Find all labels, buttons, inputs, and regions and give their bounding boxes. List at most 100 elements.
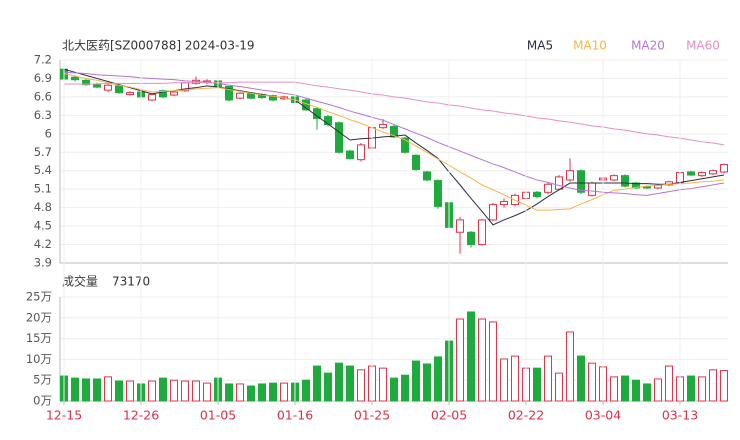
volume-bar [346, 365, 354, 402]
volume-bar [533, 367, 541, 402]
candle-body [225, 85, 233, 101]
x-tick-label: 01-16 [277, 408, 313, 423]
volume-bar [412, 360, 420, 402]
volume-bar [269, 382, 277, 402]
volume-bar [401, 374, 409, 402]
y-tick-label: 5.1 [34, 182, 52, 196]
candle-body [478, 219, 486, 246]
candle-body [577, 170, 585, 193]
volume-bar [709, 369, 717, 402]
x-tick-label: 03-04 [585, 408, 621, 423]
candle-body [104, 84, 112, 91]
x-tick-label: 01-25 [354, 408, 390, 423]
candle-body [313, 108, 321, 119]
chart-title: 北大医药[SZ000788] 2024-03-19 [62, 39, 255, 53]
y-tick-label: 3.9 [34, 256, 52, 270]
volume-bar [654, 378, 662, 402]
volume-bar [280, 382, 288, 402]
y-tick-label: 4.8 [34, 200, 52, 214]
candle-body [588, 182, 596, 196]
candle-body [71, 76, 79, 81]
volume-bar [500, 358, 508, 402]
volume-bar [379, 367, 387, 402]
candle-body [643, 186, 651, 189]
candle-body [698, 172, 706, 177]
volume-bar [577, 355, 585, 402]
legend-label: MA60 [686, 39, 720, 53]
candle-body [500, 200, 508, 206]
candle-body [357, 144, 365, 161]
ma-line [63, 71, 725, 196]
candle-body [412, 154, 420, 170]
candle-body [423, 171, 431, 181]
volume-bar [478, 318, 486, 402]
ma-line [63, 73, 725, 211]
candle-body [115, 85, 123, 94]
volume-last: 73170 [112, 275, 150, 289]
volume-bar [225, 383, 233, 402]
volume-bar [192, 380, 200, 402]
volume-bar [632, 379, 640, 402]
volume-bar [434, 356, 442, 402]
volume-bar [324, 372, 332, 402]
candle-body [632, 182, 640, 189]
candle-body [236, 92, 244, 99]
x-tick-label: 01-05 [200, 408, 236, 423]
volume-bar [357, 369, 365, 402]
volume-bar [203, 382, 211, 402]
candle-body [489, 204, 497, 221]
volume-bar [555, 372, 563, 402]
candle-body [610, 175, 618, 181]
y-tick-label: 6.9 [34, 71, 52, 85]
candle-body [159, 90, 167, 98]
x-tick-label: 12-15 [46, 408, 82, 423]
y-tick-label: 4.5 [34, 219, 52, 233]
volume-bar [621, 375, 629, 402]
candle-body [709, 170, 717, 175]
volume-bar [236, 383, 244, 402]
candle-body [170, 91, 178, 96]
volume-bar [665, 365, 673, 402]
candle-body [401, 137, 409, 153]
volume-bar [313, 365, 321, 402]
volume-bar [93, 378, 101, 402]
volume-bar [489, 321, 497, 402]
candle-body [335, 122, 343, 153]
candle-body [434, 180, 442, 207]
candle-body [379, 124, 387, 129]
x-tick-label: 02-05 [431, 408, 467, 423]
volume-bar [687, 375, 695, 402]
volume-title: 成交量 [62, 274, 98, 289]
legend-label: MA10 [573, 39, 607, 53]
volume-bar [610, 376, 618, 402]
x-tick-label: 12-26 [123, 408, 159, 423]
x-tick-label: 03-13 [662, 408, 698, 423]
volume-bar [148, 380, 156, 402]
volume-bar [720, 370, 728, 402]
volume-bar [698, 376, 706, 402]
volume-bar [104, 376, 112, 402]
candle-body [126, 92, 134, 95]
volume-bar [456, 318, 464, 402]
candle-body [346, 150, 354, 159]
volume-bar [511, 355, 519, 402]
volume-bar [390, 377, 398, 402]
candle-body [467, 231, 475, 246]
volume-bar [126, 380, 134, 402]
candle-body [621, 175, 629, 187]
volume-bar [544, 355, 552, 402]
volume-bar [467, 311, 475, 402]
y-tick-label: 7.2 [34, 53, 52, 67]
candle-body [148, 93, 156, 101]
volume-bar [588, 362, 596, 402]
volume-bar [302, 379, 310, 402]
candle-body [555, 176, 563, 190]
volume-bar [71, 377, 79, 402]
y-tick-label: 10万 [26, 352, 52, 366]
candle-body [390, 125, 398, 138]
volume-bar [247, 385, 255, 402]
volume-bar [566, 331, 574, 402]
y-tick-label: 6.6 [34, 89, 52, 103]
x-tick-label: 02-22 [508, 408, 544, 423]
